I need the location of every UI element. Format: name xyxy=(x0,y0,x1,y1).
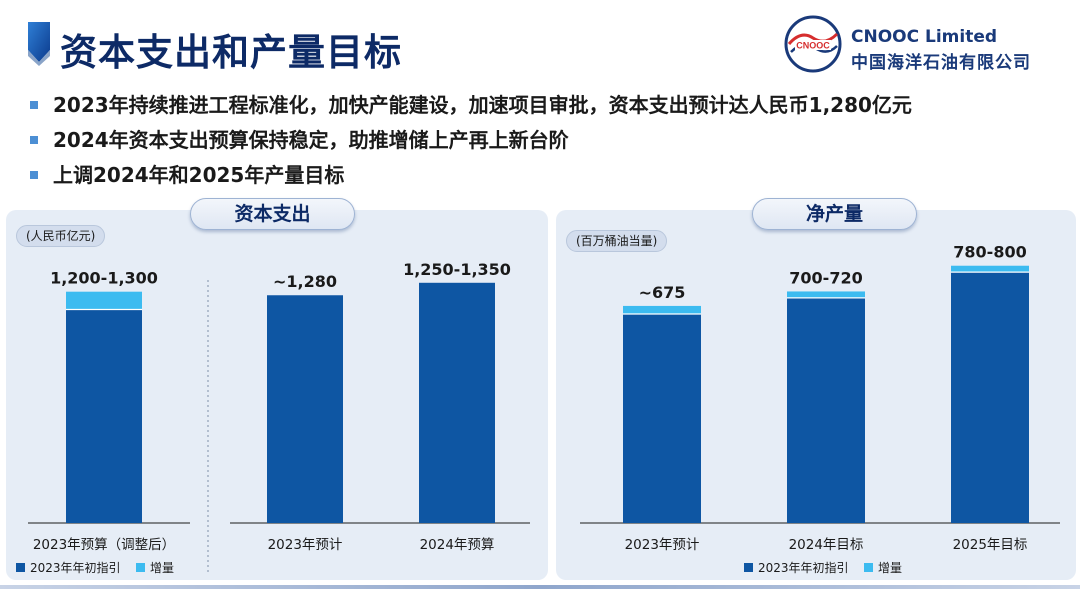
capex-title: 资本支出 xyxy=(190,198,355,230)
bullet-text: 上调2024年和2025年产量目标 xyxy=(53,163,345,187)
data-label: 700-720 xyxy=(789,268,862,287)
data-label: ~675 xyxy=(639,283,686,302)
production-title: 净产量 xyxy=(752,198,917,230)
capex-legend-increment-label: 增量 xyxy=(150,561,174,575)
header: 资本支出和产量目标 CNOOC CNOOC Limited 中国海洋石油有限公司 xyxy=(0,0,1080,86)
bar-base xyxy=(419,282,495,523)
production-legend-increment-label: 增量 xyxy=(878,561,902,575)
bar-base xyxy=(787,297,865,523)
category-label: 2025年目标 xyxy=(953,537,1028,553)
bullet-square-icon xyxy=(30,136,38,144)
production-unit-label: (百万桶油当量) xyxy=(566,230,668,252)
bullet-text: 2023年持续推进工程标准化，加快产能建设，加速项目审批，资本支出预计达人民币1… xyxy=(53,93,912,117)
category-label: 2023年预计 xyxy=(625,537,700,553)
production-legend-increment-swatch xyxy=(864,563,873,572)
bar-base xyxy=(66,309,142,523)
capex-legend-base-swatch xyxy=(16,563,25,572)
bar-increment xyxy=(66,291,142,310)
bullet-square-icon xyxy=(30,101,38,109)
category-label: 2024年目标 xyxy=(789,537,864,553)
bullet-item: 上调2024年和2025年产量目标 xyxy=(30,162,912,197)
bottom-divider xyxy=(0,585,1080,589)
bar-base xyxy=(267,295,343,523)
bullet-square-icon xyxy=(30,171,38,179)
logo-chinese-name: 中国海洋石油有限公司 xyxy=(851,53,1031,73)
capex-unit-label: (人民币亿元) xyxy=(16,225,106,247)
bar-increment xyxy=(951,265,1029,273)
bar-increment xyxy=(787,291,865,298)
data-label: ~1,280 xyxy=(273,272,337,291)
bullet-item: 2024年资本支出预算保持稳定，助推增储上产再上新台阶 xyxy=(30,127,912,162)
production-legend-base-swatch xyxy=(744,563,753,572)
bar-base xyxy=(951,272,1029,523)
page-title: 资本支出和产量目标 xyxy=(60,31,402,74)
cnooc-logo-icon: CNOOC xyxy=(784,15,842,73)
bar-increment xyxy=(623,305,701,314)
bullet-list: 2023年持续推进工程标准化，加快产能建设，加速项目审批，资本支出预计达人民币1… xyxy=(30,92,912,197)
bullet-text: 2024年资本支出预算保持稳定，助推增储上产再上新台阶 xyxy=(53,128,569,152)
bullet-item: 2023年持续推进工程标准化，加快产能建设，加速项目审批，资本支出预计达人民币1… xyxy=(30,92,912,127)
category-label: 2024年预算 xyxy=(420,537,495,553)
logo-english-name: CNOOC Limited xyxy=(851,27,998,47)
data-label: 1,200-1,300 xyxy=(50,269,158,288)
category-label: 2023年预计 xyxy=(268,537,343,553)
company-logo: CNOOC CNOOC Limited 中国海洋石油有限公司 xyxy=(783,14,1063,74)
bar-base xyxy=(623,313,701,523)
data-label: 780-800 xyxy=(953,243,1026,262)
capex-legend-increment-swatch xyxy=(136,563,145,572)
production-legend-base-label: 2023年年初指引 xyxy=(758,560,849,575)
category-label: 2023年预算（调整后） xyxy=(33,537,175,553)
logo-mark-text: CNOOC xyxy=(796,41,830,51)
capex-legend-base-label: 2023年年初指引 xyxy=(30,560,121,575)
title-mark-icon xyxy=(28,22,50,66)
data-label: 1,250-1,350 xyxy=(403,260,511,279)
